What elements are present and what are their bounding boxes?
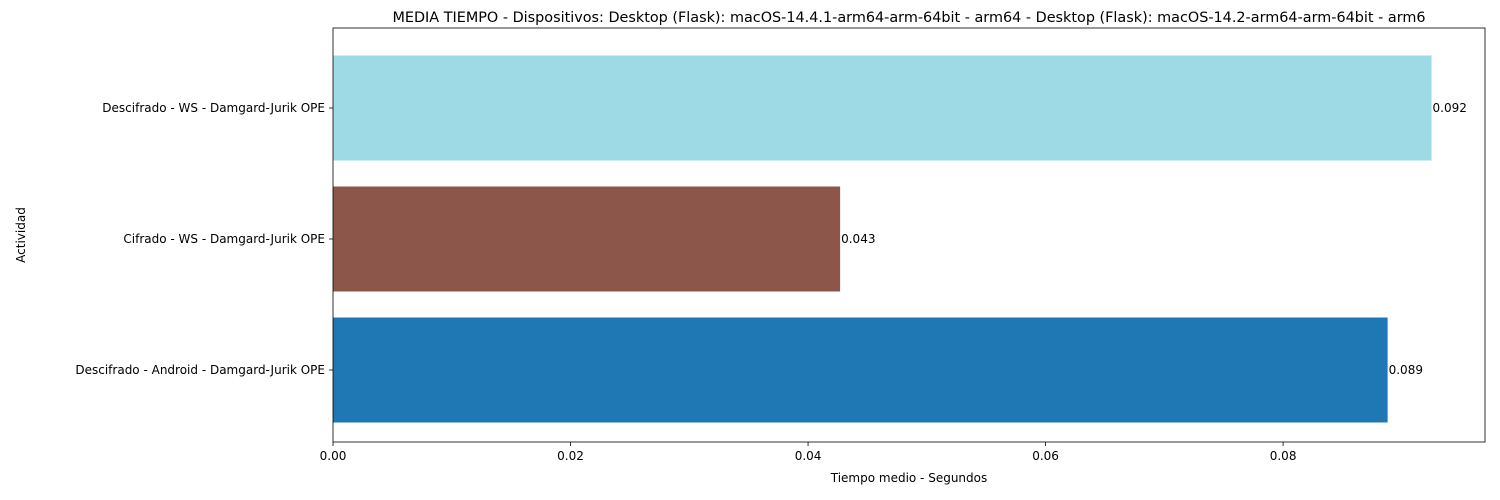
x-tick-label: 0.00 xyxy=(320,449,347,463)
x-ticks: 0.00 0.02 0.04 0.06 0.08 xyxy=(320,442,1297,463)
x-tick-label: 0.08 xyxy=(1270,449,1297,463)
data-label: 0.092 xyxy=(1433,101,1467,115)
y-tick-label: Descifrado - WS - Damgard-Jurik OPE xyxy=(102,101,325,115)
y-tick-labels: Descifrado - Android - Damgard-Jurik OPE… xyxy=(75,101,333,377)
y-axis-label: Actividad xyxy=(14,207,28,263)
bar-2 xyxy=(333,55,1432,161)
x-tick-label: 0.06 xyxy=(1032,449,1059,463)
x-tick-label: 0.04 xyxy=(795,449,822,463)
data-label: 0.089 xyxy=(1389,363,1423,377)
chart-title: MEDIA TIEMPO - Dispositivos: Desktop (Fl… xyxy=(392,10,1425,26)
plot-frame xyxy=(332,27,1486,443)
bar-0 xyxy=(333,317,1388,423)
bars-group xyxy=(333,55,1432,423)
y-tick-label: Descifrado - Android - Damgard-Jurik OPE xyxy=(75,363,325,377)
x-tick-label: 0.02 xyxy=(557,449,584,463)
data-label: 0.043 xyxy=(841,232,875,246)
data-labels: 0.089 0.043 0.092 xyxy=(841,101,1467,377)
bar-1 xyxy=(333,186,841,292)
y-tick-label: Cifrado - WS - Damgard-Jurik OPE xyxy=(123,232,325,246)
x-axis-label: Tiempo medio - Segundos xyxy=(830,471,988,485)
